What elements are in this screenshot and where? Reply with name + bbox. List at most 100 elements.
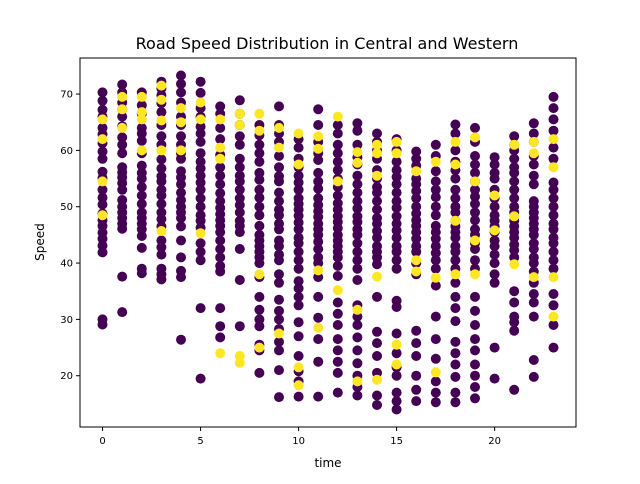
data-point	[136, 91, 147, 102]
data-point	[313, 356, 324, 367]
data-point	[97, 153, 108, 164]
data-point	[215, 142, 226, 153]
data-point	[274, 255, 284, 266]
data-point	[450, 397, 461, 408]
data-point	[372, 128, 382, 139]
data-point	[450, 348, 461, 359]
data-point	[548, 103, 559, 114]
data-point	[195, 201, 206, 212]
data-point	[117, 104, 128, 115]
data-point	[450, 173, 461, 184]
data-point	[254, 342, 265, 353]
series-1	[97, 80, 559, 391]
data-point	[391, 211, 402, 222]
data-point	[215, 244, 226, 254]
data-point	[136, 135, 147, 146]
data-point	[274, 328, 284, 339]
data-point	[352, 203, 363, 214]
data-point	[117, 139, 128, 150]
data-point	[450, 159, 461, 170]
data-point	[156, 226, 167, 236]
data-point	[313, 143, 324, 154]
data-point	[430, 334, 441, 345]
data-point	[470, 255, 480, 266]
x-tick-label: 20	[488, 436, 501, 447]
data-point	[274, 365, 284, 376]
data-point	[470, 305, 480, 316]
data-point	[470, 393, 480, 404]
y-tick-label: 60	[60, 146, 73, 157]
data-point	[332, 148, 343, 159]
data-point	[332, 271, 343, 281]
data-point	[215, 114, 226, 125]
data-point	[274, 269, 284, 280]
data-point	[528, 272, 539, 283]
data-point	[332, 285, 343, 296]
data-point	[156, 115, 167, 126]
data-point	[430, 387, 441, 398]
data-point	[274, 314, 284, 325]
data-point	[176, 221, 186, 232]
data-point	[313, 104, 324, 115]
data-point	[313, 183, 324, 194]
data-point	[156, 176, 167, 187]
plot-frame	[79, 57, 577, 428]
data-point	[117, 132, 128, 143]
data-point	[430, 210, 441, 221]
data-point	[450, 215, 461, 226]
data-point	[450, 246, 461, 257]
data-point	[391, 396, 402, 407]
data-point	[509, 297, 520, 308]
data-point	[332, 252, 343, 263]
data-point	[430, 353, 441, 364]
data-point	[274, 224, 284, 235]
data-point	[391, 370, 402, 381]
y-tick-label: 30	[60, 315, 73, 326]
data-point	[548, 125, 559, 136]
data-point	[215, 153, 226, 164]
data-point	[176, 334, 186, 345]
data-point	[293, 283, 304, 294]
data-point	[450, 232, 461, 243]
data-point	[509, 245, 520, 256]
data-point	[411, 370, 422, 381]
data-point	[254, 192, 265, 203]
data-point	[372, 196, 382, 207]
data-point	[313, 265, 324, 276]
data-point	[274, 151, 284, 161]
data-point	[332, 176, 343, 187]
data-point	[156, 107, 167, 118]
data-point	[391, 263, 402, 274]
data-point	[391, 359, 402, 370]
data-point	[372, 374, 382, 385]
data-point	[293, 362, 304, 373]
data-point	[352, 229, 363, 240]
data-point	[136, 268, 147, 279]
data-point	[411, 325, 422, 336]
data-point	[332, 297, 343, 308]
data-point	[156, 163, 167, 174]
data-point	[430, 176, 441, 187]
data-point	[234, 95, 245, 106]
data-point	[176, 131, 186, 142]
data-point	[411, 166, 422, 177]
data-point	[234, 200, 245, 210]
data-point	[136, 160, 147, 171]
data-point	[156, 154, 167, 165]
data-point	[372, 400, 382, 410]
data-point	[156, 131, 167, 142]
data-point	[332, 260, 343, 271]
data-point	[450, 336, 461, 347]
data-point	[215, 122, 226, 133]
data-point	[176, 179, 186, 190]
data-point	[528, 355, 539, 365]
data-point	[195, 246, 206, 257]
data-point	[548, 114, 559, 125]
data-point	[430, 201, 441, 212]
data-point	[411, 396, 422, 407]
data-point	[528, 297, 539, 308]
data-point	[450, 387, 461, 398]
data-point	[313, 167, 324, 178]
data-point	[234, 184, 245, 195]
